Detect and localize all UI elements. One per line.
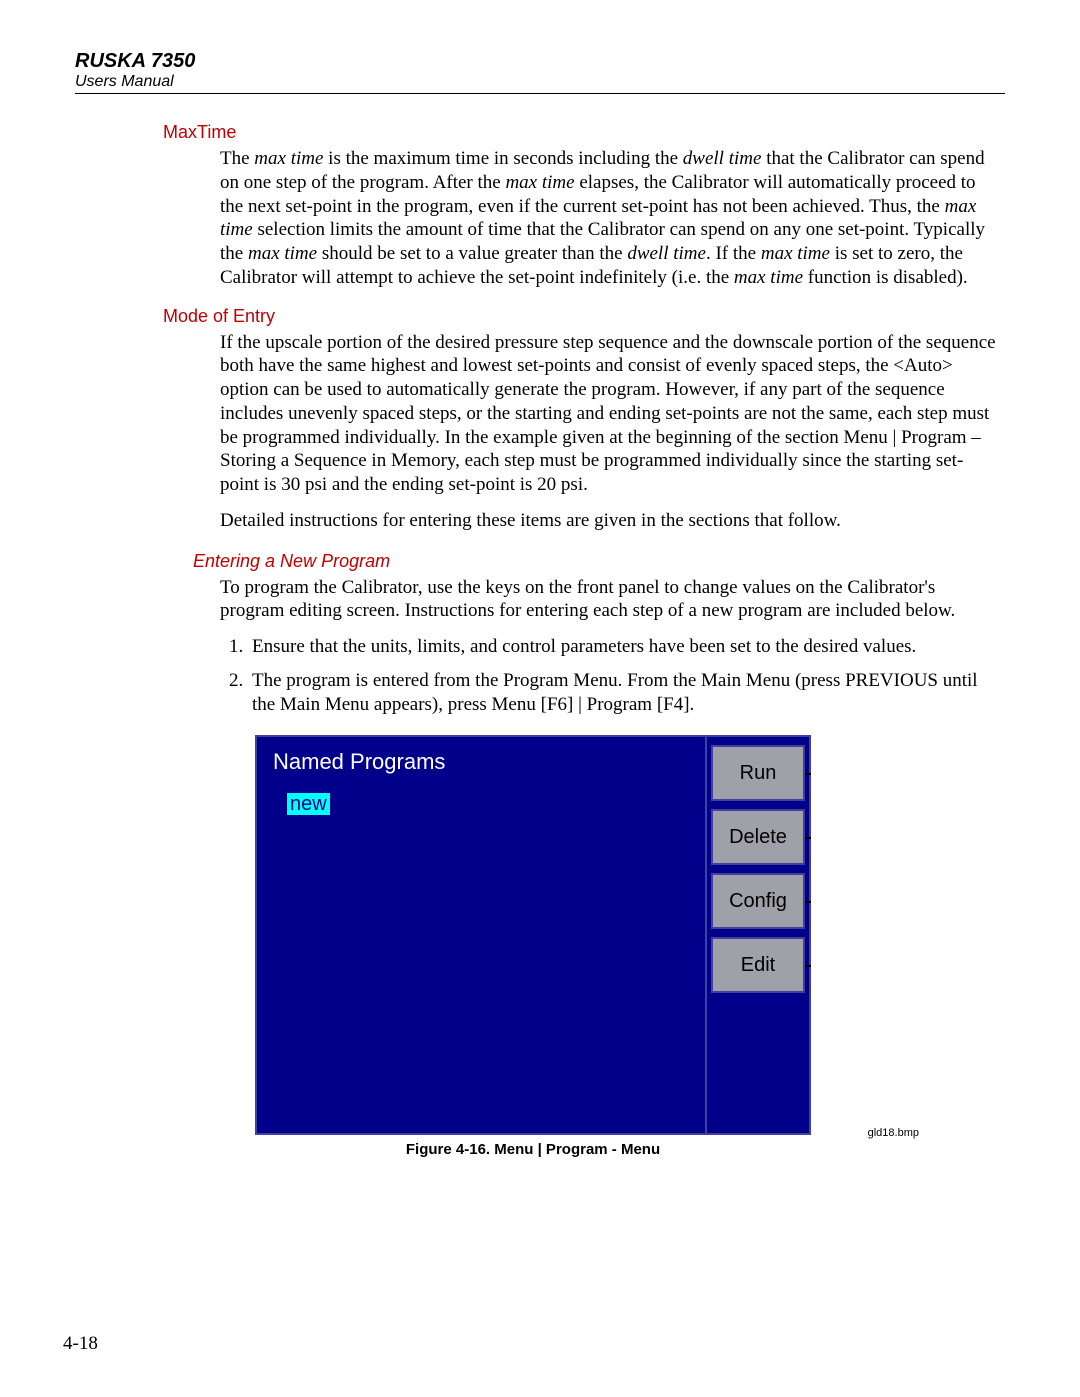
screenshot-figure: Named Programs new Run Delete Config Edi…: [255, 735, 811, 1165]
maxtime-paragraph: The max time is the maximum time in seco…: [220, 147, 1000, 290]
calibrator-screen: Named Programs new Run Delete Config Edi…: [255, 735, 811, 1135]
step-2: The program is entered from the Program …: [248, 669, 1000, 717]
selected-program-item[interactable]: new: [287, 793, 330, 815]
step-1: Ensure that the units, limits, and contr…: [248, 635, 1000, 659]
bmp-filename: gld18.bmp: [868, 1127, 919, 1139]
mode-paragraph-2: Detailed instructions for entering these…: [220, 509, 1000, 533]
delete-button[interactable]: Delete: [711, 809, 805, 865]
config-button[interactable]: Config: [711, 873, 805, 929]
figure-caption: Figure 4-16. Menu | Program - Menu: [406, 1141, 660, 1158]
steps-list: Ensure that the units, limits, and contr…: [220, 635, 1000, 716]
heading-mode-of-entry: Mode of Entry: [163, 306, 1005, 327]
run-button[interactable]: Run: [711, 745, 805, 801]
screen-title: Named Programs: [273, 749, 689, 775]
product-title: RUSKA 7350: [75, 50, 1005, 73]
edit-button[interactable]: Edit: [711, 937, 805, 993]
mode-paragraph-1: If the upscale portion of the desired pr…: [220, 331, 1000, 497]
heading-maxtime: MaxTime: [163, 122, 1005, 143]
entering-paragraph: To program the Calibrator, use the keys …: [220, 576, 1000, 624]
manual-subtitle: Users Manual: [75, 73, 1005, 91]
screen-main-area: Named Programs new: [257, 737, 707, 1133]
page-number: 4-18: [63, 1333, 98, 1355]
screen-side-buttons: Run Delete Config Edit: [707, 737, 809, 1133]
page-header: RUSKA 7350 Users Manual: [75, 50, 1005, 94]
heading-entering-new-program: Entering a New Program: [193, 551, 1005, 572]
